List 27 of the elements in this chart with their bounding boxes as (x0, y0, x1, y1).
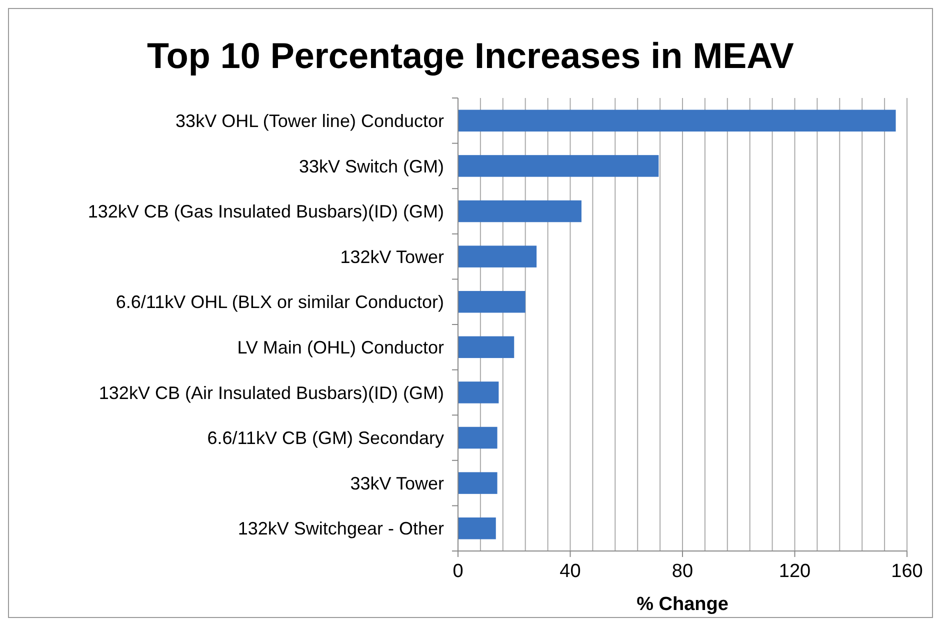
y-tick-label: LV Main (OHL) Conductor (237, 337, 444, 358)
y-tick-label: 6.6/11kV OHL (BLX or similar Conductor) (116, 292, 444, 312)
bar (458, 517, 496, 540)
x-tick-label: 40 (560, 561, 581, 582)
y-tick-label: 6.6/11kV CB (GM) Secondary (207, 428, 444, 448)
y-tick-label: 132kV CB (Gas Insulated Busbars)(ID) (GM) (88, 202, 444, 222)
y-tick-label: 132kV Tower (340, 246, 444, 267)
y-tick-label: 33kV Switch (GM) (298, 156, 444, 176)
x-tick-label: 160 (891, 561, 923, 582)
x-axis-title: % Change (636, 594, 728, 615)
y-tick-label: 132kV CB (Air Insulated Busbars)(ID) (GM) (98, 382, 444, 403)
bar (458, 382, 499, 404)
bar (458, 200, 582, 222)
chart-title: Top 10 Percentage Increases in MEAV (147, 35, 794, 76)
x-tick-label: 80 (672, 561, 694, 582)
bar (458, 155, 659, 177)
x-tick-label: 0 (452, 561, 464, 582)
bar (458, 472, 498, 494)
bar (458, 336, 514, 358)
bar (458, 110, 896, 132)
bar (458, 246, 537, 268)
x-tick-label: 120 (778, 561, 811, 582)
y-tick-label: 33kV Tower (350, 473, 444, 494)
bar (458, 426, 498, 449)
bar (458, 290, 526, 313)
y-tick-label: 33kV OHL (Tower line) Conductor (176, 110, 444, 131)
y-tick-label: 132kV Switchgear - Other (238, 518, 444, 539)
